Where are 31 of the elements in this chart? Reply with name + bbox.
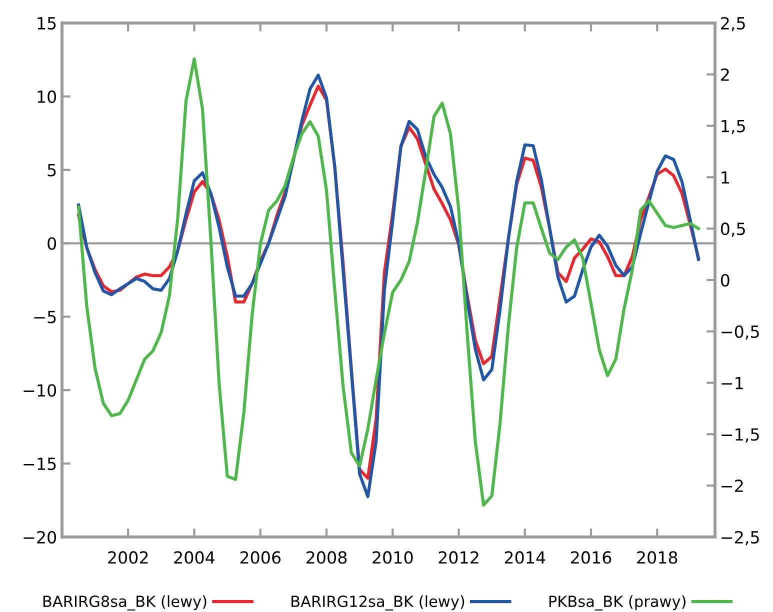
legend-label: BARIRG12sa_BK (lewy) [292, 595, 464, 610]
legend-label: BARIRG8sa_BK (lewy) [43, 595, 206, 610]
y-tick-label: −20 [24, 530, 56, 544]
y-tick-label: 15 [38, 17, 56, 30]
y-tick-label: −15 [24, 458, 56, 470]
x-tick-label: 2014 [504, 551, 546, 564]
x-tick-label: 2008 [306, 551, 347, 564]
x-tick-label: 2016 [571, 551, 612, 564]
y2-tick-label: 1,5 [722, 120, 745, 134]
x-tick-label: 2004 [174, 551, 215, 564]
y2-tick-label: 1 [722, 171, 729, 184]
y-tick-label: −5 [34, 310, 56, 324]
y2-tick-label: 2 [721, 68, 729, 81]
x-tick-label: 2006 [240, 551, 281, 564]
legend-label: PKBsa_BK (prawy) [549, 595, 686, 610]
y2-tick-label: 2,5 [721, 16, 745, 32]
y-tick-label: 5 [48, 164, 56, 176]
y2-tick-label: 0,5 [720, 222, 745, 237]
y2-tick-label: −0,5 [722, 325, 759, 340]
x-tick-label: 2012 [438, 551, 478, 564]
y-tick-label: −10 [24, 384, 56, 397]
y2-tick-label: −2,5 [722, 530, 759, 546]
x-tick-label: 2018 [637, 551, 678, 564]
y2-tick-label: −1,5 [722, 428, 759, 442]
y2-tick-label: −2 [722, 480, 743, 492]
y-tick-label: 0 [48, 237, 56, 250]
x-tick-label: 2010 [372, 551, 413, 564]
y2-tick-label: −1 [722, 376, 743, 390]
y2-tick-label: 0 [720, 274, 730, 287]
x-tick-label: 2002 [108, 551, 148, 564]
y-tick-label: 10 [38, 90, 56, 103]
